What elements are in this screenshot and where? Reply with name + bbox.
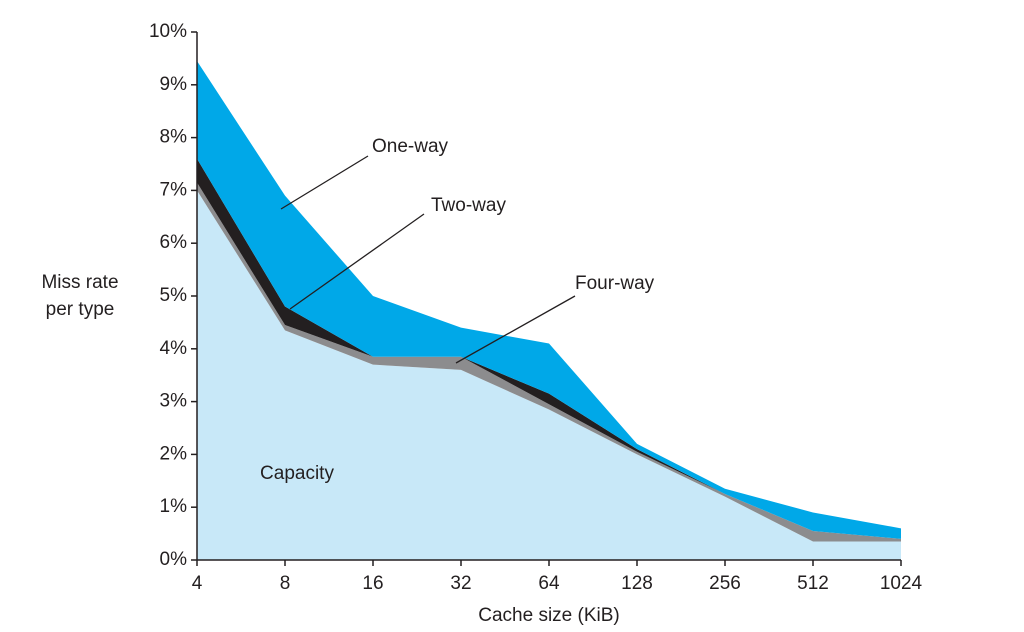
x-tick-label: 16 — [362, 573, 383, 594]
leader-line — [280, 155, 369, 210]
y-tick-label: 0% — [160, 549, 188, 570]
y-tick-label: 9% — [160, 74, 188, 95]
y-tick-label: 8% — [160, 127, 188, 148]
y-tick-label: 3% — [160, 391, 188, 412]
y-tick-label: 7% — [160, 179, 188, 200]
y-tick-label: 10% — [149, 21, 187, 42]
series-label: Two-way — [431, 195, 506, 216]
leader-line — [455, 295, 576, 364]
y-tick-label: 5% — [160, 285, 188, 306]
series-label: Capacity — [260, 463, 334, 484]
y-axis-label: Miss rate — [41, 272, 118, 293]
x-tick-label: 128 — [621, 573, 653, 594]
x-tick-label: 8 — [280, 573, 291, 594]
x-tick-label: 64 — [538, 573, 560, 594]
x-tick-label: 4 — [192, 573, 203, 594]
series-label: One-way — [372, 136, 449, 157]
x-axis-label: Cache size (KiB) — [478, 605, 620, 626]
y-tick-label: 1% — [160, 496, 188, 517]
x-tick-label: 32 — [450, 573, 471, 594]
x-tick-label: 1024 — [880, 573, 923, 594]
y-tick-label: 2% — [160, 443, 188, 464]
area — [197, 61, 901, 539]
y-axis-label: per type — [46, 299, 115, 320]
series-label: Four-way — [575, 273, 655, 294]
area — [197, 190, 901, 560]
y-tick-label: 4% — [160, 338, 188, 359]
y-tick-label: 6% — [160, 232, 188, 253]
x-tick-label: 256 — [709, 573, 741, 594]
leader-line — [289, 213, 425, 310]
x-tick-label: 512 — [797, 573, 829, 594]
